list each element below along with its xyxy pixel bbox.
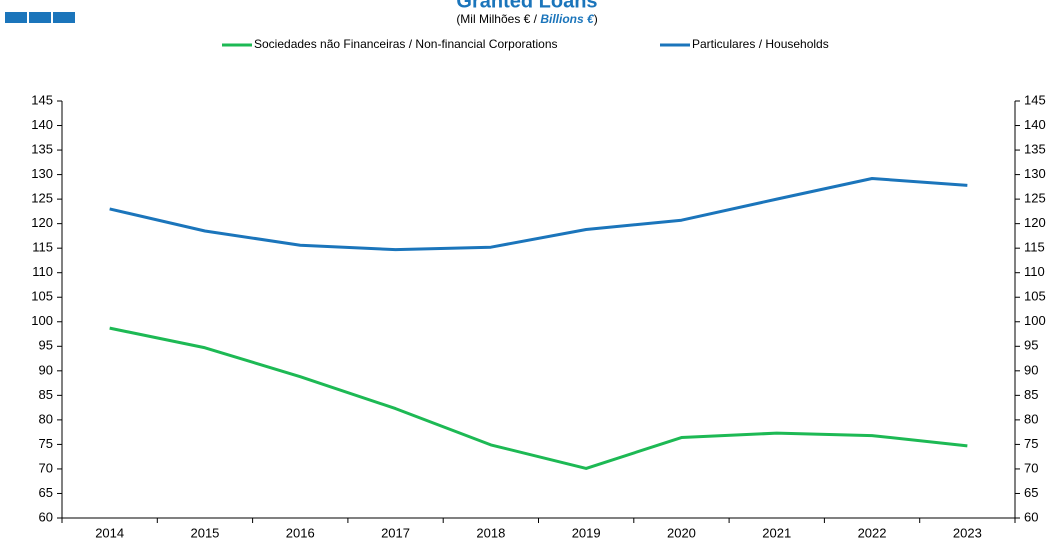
y2-tick-label: 80	[1024, 411, 1038, 426]
y-tick-label: 140	[31, 117, 53, 132]
legend-label: Particulares / Households	[692, 37, 829, 51]
chart-subtitle: (Mil Milhões € / Billions €)	[456, 12, 597, 26]
x-tick-label: 2018	[476, 525, 505, 540]
x-tick-label: 2022	[858, 525, 887, 540]
y2-tick-label: 75	[1024, 436, 1038, 451]
x-tick-label: 2023	[953, 525, 982, 540]
y-tick-label: 85	[39, 387, 53, 402]
series-line	[109, 177, 968, 252]
y2-tick-label: 140	[1024, 117, 1046, 132]
y2-tick-label: 60	[1024, 509, 1038, 524]
x-tick-label: 2015	[190, 525, 219, 540]
subtitle-part: )	[594, 12, 598, 26]
series-line	[109, 326, 968, 470]
y-tick-label: 100	[31, 313, 53, 328]
logo-block	[29, 12, 51, 23]
logo-block	[5, 12, 27, 23]
y2-tick-label: 65	[1024, 485, 1038, 500]
y-tick-label: 90	[39, 362, 53, 377]
y-tick-label: 65	[39, 485, 53, 500]
y-tick-label: 135	[31, 141, 53, 156]
y2-tick-label: 145	[1024, 92, 1046, 107]
y-tick-label: 145	[31, 92, 53, 107]
y2-tick-label: 115	[1024, 240, 1045, 255]
y-tick-label: 60	[39, 509, 53, 524]
y-tick-label: 75	[39, 436, 53, 451]
y2-tick-label: 70	[1024, 460, 1038, 475]
y-tick-label: 115	[32, 240, 53, 255]
chart-title: Granted Loans	[456, 0, 597, 12]
logo-block	[53, 12, 75, 23]
y-tick-label: 125	[31, 191, 53, 206]
x-tick-label: 2021	[762, 525, 791, 540]
y-tick-label: 120	[31, 215, 53, 230]
y2-tick-label: 90	[1024, 362, 1038, 377]
subtitle-part: Billions €	[540, 12, 595, 26]
y2-tick-label: 135	[1024, 141, 1046, 156]
subtitle-part: (Mil Milhões € /	[456, 12, 540, 26]
x-tick-label: 2014	[95, 525, 124, 540]
y2-tick-label: 85	[1024, 387, 1038, 402]
y-tick-label: 105	[31, 289, 53, 304]
y-tick-label: 95	[39, 338, 53, 353]
legend-label: Sociedades não Financeiras / Non-financi…	[254, 37, 558, 51]
x-tick-label: 2020	[667, 525, 696, 540]
y2-tick-label: 130	[1024, 166, 1046, 181]
y-tick-label: 130	[31, 166, 53, 181]
x-tick-label: 2019	[572, 525, 601, 540]
x-tick-label: 2016	[286, 525, 315, 540]
y-tick-label: 110	[32, 264, 53, 279]
y-tick-label: 80	[39, 411, 53, 426]
y2-tick-label: 105	[1024, 289, 1046, 304]
y2-tick-label: 120	[1024, 215, 1046, 230]
y2-tick-label: 100	[1024, 313, 1046, 328]
y2-tick-label: 125	[1024, 191, 1046, 206]
y2-tick-label: 110	[1024, 264, 1045, 279]
y2-tick-label: 95	[1024, 338, 1038, 353]
x-tick-label: 2017	[381, 525, 410, 540]
y-tick-label: 70	[39, 460, 53, 475]
